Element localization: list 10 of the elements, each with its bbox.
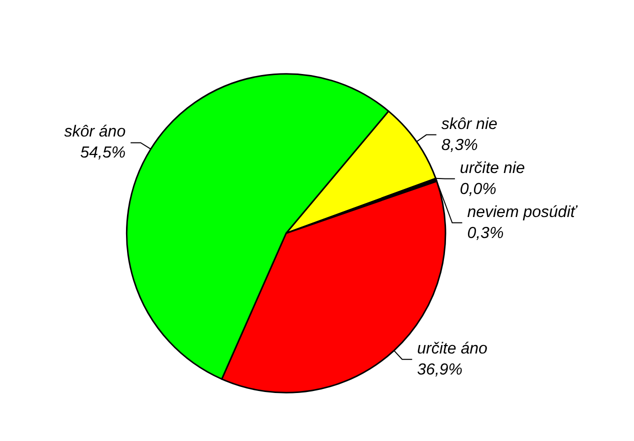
slice-label: neviem posúdiť <box>467 204 578 221</box>
slice-label: určite áno <box>417 340 488 358</box>
legend-label: určite nie <box>460 160 525 177</box>
text: 0,0% <box>460 180 496 198</box>
data-label: 0,3% <box>467 224 504 242</box>
data-label: 54,5% <box>80 144 126 162</box>
data-label: 36,9% <box>417 361 463 378</box>
slice-label: skôr áno <box>64 124 126 141</box>
data-label: 8,3% <box>441 136 478 154</box>
slice-label: skôr nie <box>441 116 498 133</box>
